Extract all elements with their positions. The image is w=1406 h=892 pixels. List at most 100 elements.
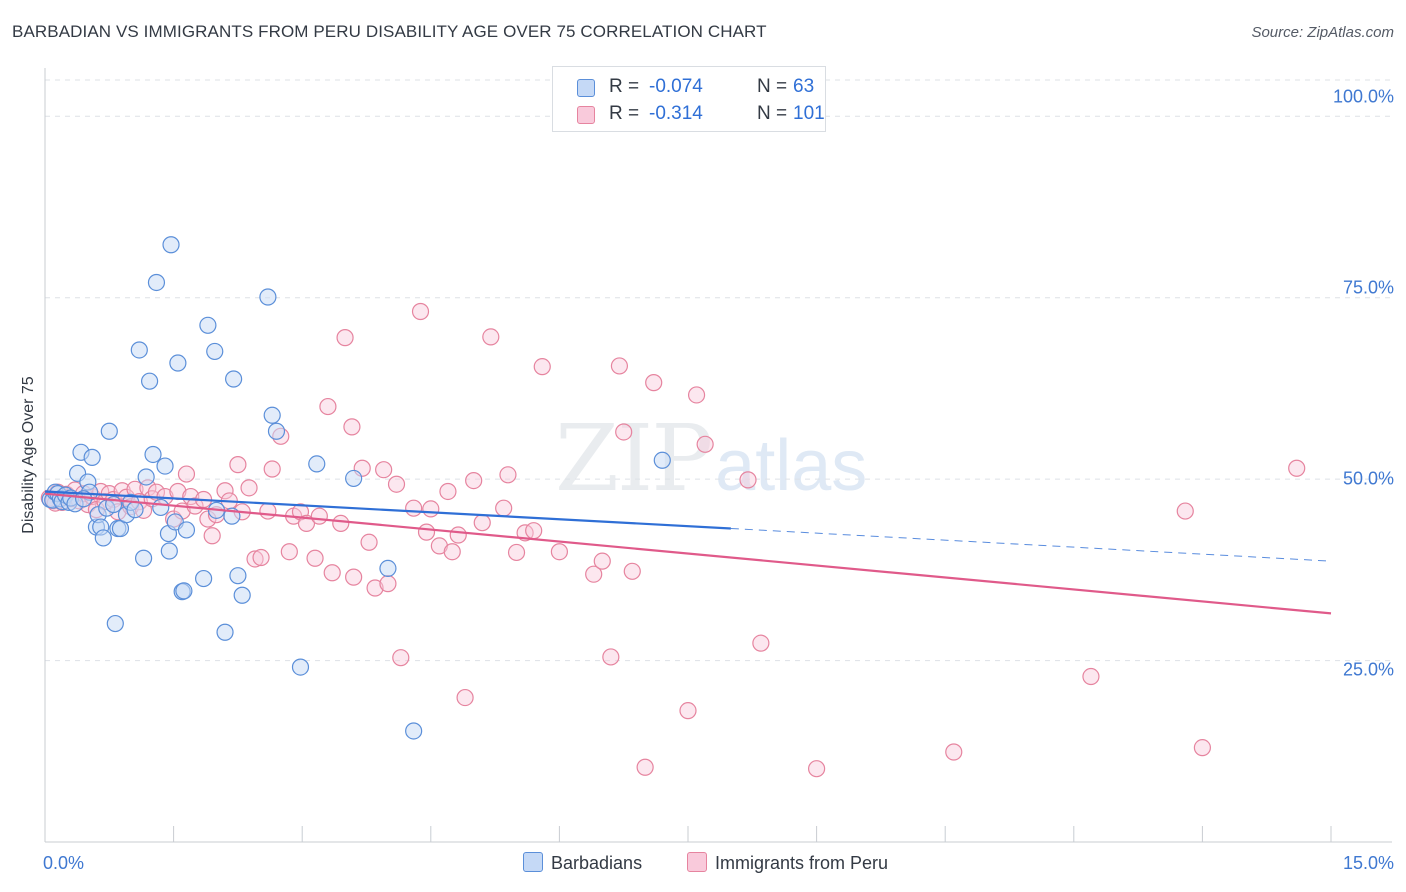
data-point-peru <box>550 543 569 561</box>
data-point-barbadian <box>126 501 144 519</box>
data-point-barbadian <box>106 614 124 633</box>
data-point-peru <box>752 634 770 652</box>
data-point-barbadian <box>152 498 170 517</box>
data-point-peru <box>739 471 757 489</box>
data-point-peru <box>1082 667 1100 686</box>
trend-line-peru <box>44 492 1332 615</box>
watermark-zip: ZIP <box>555 405 713 512</box>
data-point-barbadian <box>199 316 217 334</box>
data-point-peru <box>177 465 196 483</box>
data-point-barbadian <box>130 341 148 359</box>
legend-n-label: N = <box>757 76 788 97</box>
data-point-barbadian <box>216 623 234 641</box>
data-point-barbadian <box>160 542 178 560</box>
data-point-barbadian <box>137 468 155 486</box>
data-point-peru <box>1193 739 1212 757</box>
data-point-peru <box>679 702 697 720</box>
legend-r-label: R = <box>609 103 640 124</box>
data-point-peru <box>495 499 513 517</box>
axes <box>44 68 1392 843</box>
data-point-barbadian <box>144 445 162 464</box>
data-point-barbadian <box>225 370 243 388</box>
data-point-peru <box>405 499 423 517</box>
data-point-peru <box>332 514 350 533</box>
data-point-barbadian <box>345 469 363 488</box>
data-point-barbadian <box>206 342 224 361</box>
data-point-barbadian <box>308 455 326 473</box>
data-point-peru <box>216 482 234 500</box>
data-point-peru <box>610 357 629 375</box>
x-tick-label-max: 15.0% <box>1342 853 1394 873</box>
data-point-barbadian <box>233 586 251 604</box>
bottom-legend-barbadians: Barbadians <box>523 852 642 874</box>
data-point-peru <box>636 758 654 776</box>
legend-r-label: R = <box>609 76 640 97</box>
bottom-legend-swatch-pink <box>687 852 707 872</box>
data-point-peru <box>443 543 461 561</box>
data-point-peru <box>499 466 517 484</box>
data-point-peru <box>422 500 440 518</box>
data-point-peru <box>533 358 551 376</box>
legend-r-value: -0.314 <box>649 103 703 124</box>
data-point-barbadian <box>405 722 423 740</box>
data-point-barbadian <box>134 549 153 567</box>
data-point-peru <box>945 743 963 761</box>
data-point-peru <box>696 435 714 453</box>
data-point-peru <box>366 579 384 597</box>
data-point-peru <box>807 760 826 778</box>
data-point-barbadian <box>169 354 187 372</box>
bottom-legend-label: Immigrants from Peru <box>715 853 889 873</box>
data-point-peru <box>259 502 277 520</box>
data-point-peru <box>387 475 406 493</box>
data-point-barbadian <box>653 451 671 469</box>
data-point-peru <box>585 565 603 583</box>
y-tick-label: 25.0% <box>1342 659 1394 680</box>
trend-lines <box>44 490 1332 615</box>
data-point-barbadian <box>259 288 277 306</box>
stats-legend: R = -0.074 N = 63 R = -0.314 N = 101 <box>552 66 826 132</box>
data-point-peru <box>263 460 281 478</box>
bottom-legend-peru: Immigrants from Peru <box>687 852 888 874</box>
data-point-peru <box>602 648 620 666</box>
y-tick-label: 50.0% <box>1342 468 1394 489</box>
data-point-peru <box>310 507 328 525</box>
data-point-barbadian <box>162 236 180 254</box>
legend-swatch-pink <box>577 106 595 124</box>
data-point-barbadian <box>291 658 310 676</box>
data-point-peru <box>411 302 430 321</box>
bottom-legend-label: Barbadians <box>551 853 643 873</box>
legend-swatch-blue <box>577 79 595 97</box>
data-point-peru <box>623 562 641 580</box>
data-point-barbadian <box>263 406 281 424</box>
x-tick-label-min: 0.0% <box>43 853 85 873</box>
data-point-peru <box>280 543 298 561</box>
data-point-peru <box>319 397 337 416</box>
data-point-peru <box>252 548 270 567</box>
data-point-peru <box>229 456 247 474</box>
data-point-peru <box>345 568 363 586</box>
data-point-peru <box>240 479 258 497</box>
data-point-peru <box>645 374 663 392</box>
data-point-barbadian <box>83 448 101 466</box>
data-point-peru <box>473 514 491 532</box>
data-point-peru <box>336 329 354 347</box>
data-point-peru <box>306 549 324 567</box>
data-point-barbadian <box>177 521 196 539</box>
source-credit: Source: ZipAtlas.com <box>1251 24 1394 41</box>
data-point-peru <box>1176 502 1194 520</box>
data-point-barbadian <box>195 569 213 588</box>
data-point-peru <box>687 386 706 404</box>
data-point-peru <box>343 418 361 436</box>
data-point-peru <box>323 564 341 582</box>
data-point-peru <box>360 533 378 551</box>
y-axis-label: Disability Age Over 75 <box>20 376 37 534</box>
grid <box>45 79 1392 662</box>
legend-r-value: -0.074 <box>649 76 703 97</box>
data-point-barbadian <box>379 559 397 578</box>
y-tick-label: 100.0% <box>1332 86 1394 107</box>
data-point-barbadian <box>175 582 193 600</box>
data-point-peru <box>465 471 483 490</box>
data-point-peru <box>246 550 264 568</box>
data-point-peru <box>392 649 410 667</box>
